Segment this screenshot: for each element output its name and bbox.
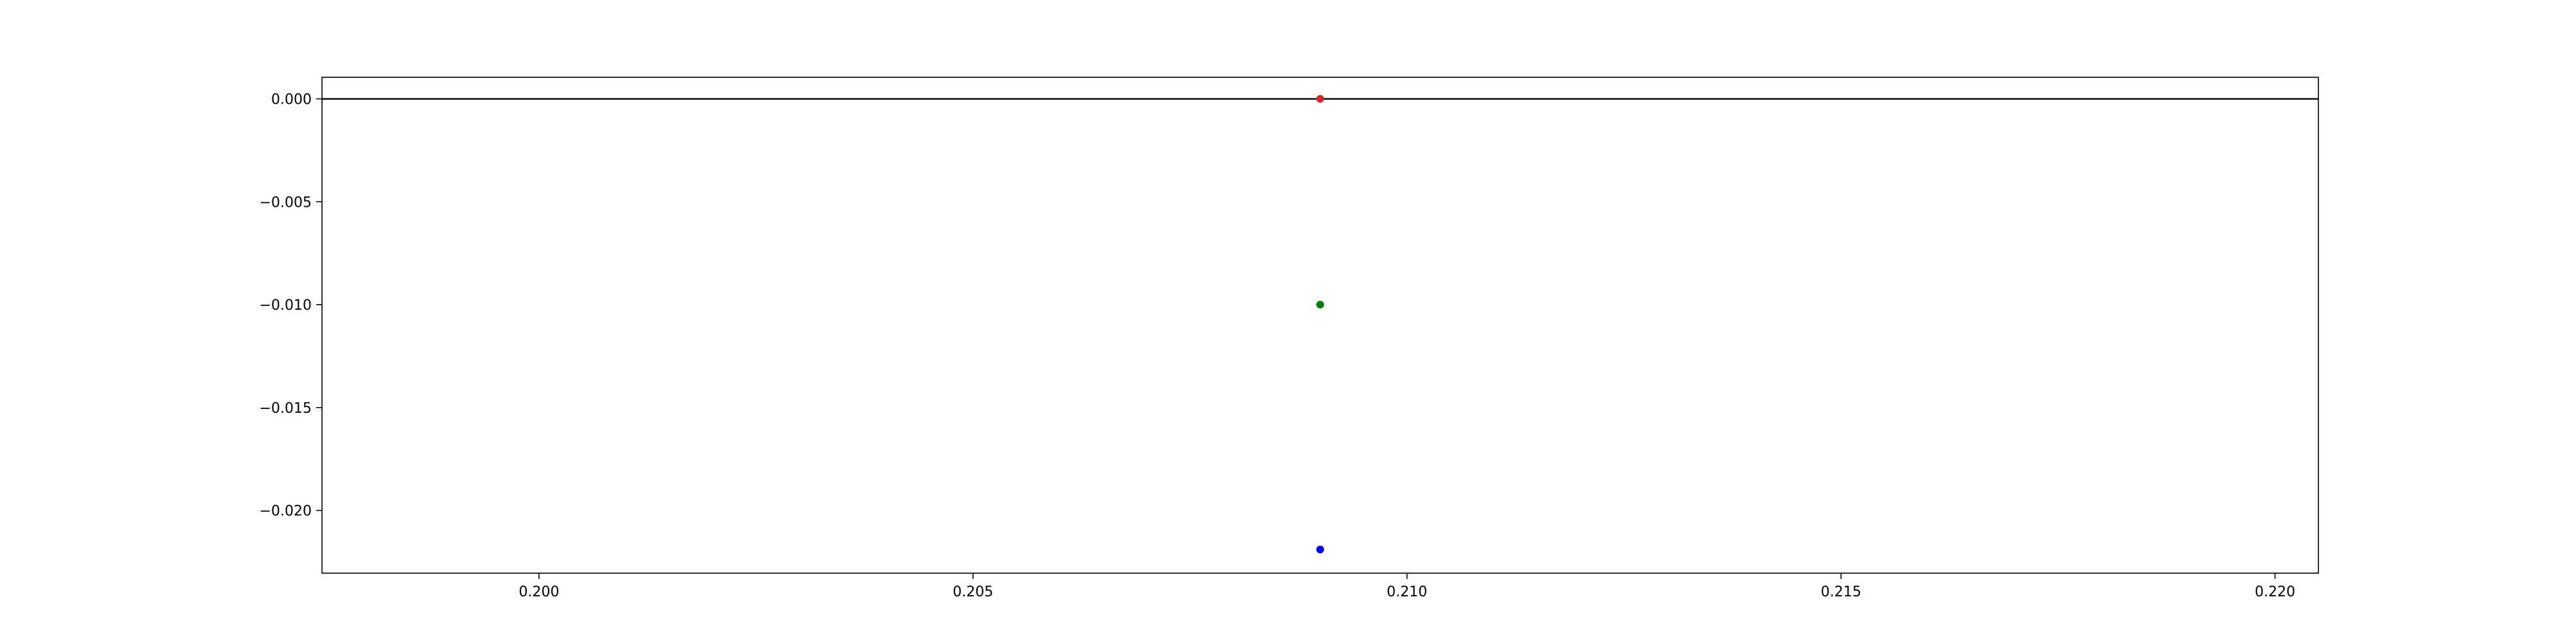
data-point-series-0-0 xyxy=(1316,95,1324,103)
axes: 0.200 0.205 0.210 0.215 0.220 0.000 −0.005 −0.0… xyxy=(260,77,2319,600)
y-tick-label: −0.005 xyxy=(260,194,312,211)
data-point-series-2-0 xyxy=(1316,545,1324,554)
axes-frame xyxy=(321,77,2319,574)
y-tick-label: −0.015 xyxy=(260,401,312,417)
plot-area xyxy=(322,95,2318,554)
y-tick-label: −0.020 xyxy=(260,504,312,520)
x-tick-label: 0.205 xyxy=(952,584,993,600)
x-tick-label: 0.220 xyxy=(2255,584,2295,600)
y-tick-label: 0.000 xyxy=(271,92,312,108)
x-tick-label: 0.200 xyxy=(518,584,559,600)
x-tick-label: 0.210 xyxy=(1387,584,1427,600)
y-tick-label: −0.010 xyxy=(260,298,312,314)
x-tick-label: 0.215 xyxy=(1821,584,1861,600)
data-point-series-1-0 xyxy=(1316,301,1324,309)
